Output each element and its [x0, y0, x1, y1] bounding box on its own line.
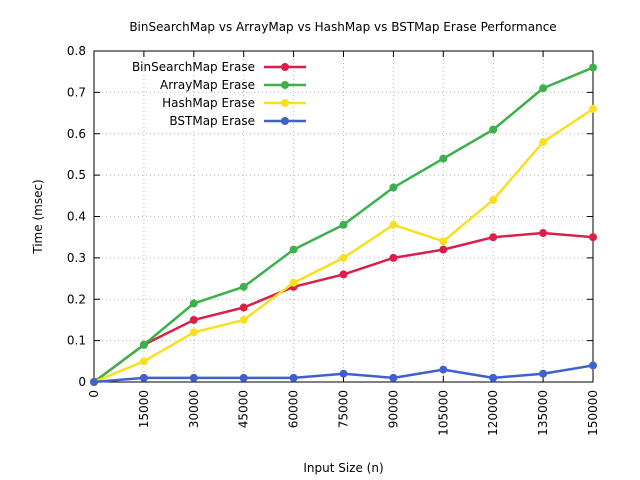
data-point [139, 357, 148, 366]
data-point [189, 315, 198, 324]
y-tick-label: 0.1 [67, 334, 86, 348]
y-tick-label: 0.3 [67, 251, 86, 265]
data-point [139, 340, 148, 349]
data-point [539, 369, 548, 378]
data-point [539, 229, 548, 238]
legend-swatch-point [281, 117, 289, 125]
data-point [439, 365, 448, 374]
data-point [189, 299, 198, 308]
x-tick-label: 135000 [536, 390, 550, 436]
x-tick-label: 45000 [237, 390, 251, 428]
y-tick-label: 0.6 [67, 127, 86, 141]
x-tick-label: 90000 [386, 390, 400, 428]
x-tick-label: 120000 [486, 390, 500, 436]
plot-frame [93, 50, 594, 383]
data-point [589, 361, 597, 370]
data-point [539, 138, 548, 147]
legend-swatch-point [281, 99, 289, 107]
legend-label: BinSearchMap Erase [132, 60, 255, 74]
data-point [489, 233, 498, 242]
x-tick-labels: 0 15000 30000 45000 60000 75000 90000 105000 120… [87, 390, 600, 436]
data-point [439, 245, 448, 254]
data-point [339, 369, 348, 378]
data-point [439, 154, 448, 163]
legend-label: ArrayMap Erase [160, 78, 255, 92]
data-point [389, 183, 398, 192]
y-tick-label: 0.5 [67, 168, 86, 182]
y-tick-label: 0.8 [67, 44, 86, 58]
data-point [139, 373, 148, 382]
data-point [339, 270, 348, 279]
y-tick-label: 0.2 [67, 292, 86, 306]
data-point [589, 104, 597, 113]
legend-entry: ArrayMap Erase [160, 78, 306, 92]
data-point [239, 303, 248, 312]
data-point [289, 373, 298, 382]
x-tick-label: 105000 [436, 390, 450, 436]
chart-title: BinSearchMap vs ArrayMap vs HashMap vs B… [129, 20, 556, 34]
data-point [389, 220, 398, 229]
x-axis-title: Input Size (n) [303, 461, 383, 475]
data-point [389, 253, 398, 262]
x-tick-label: 150000 [586, 390, 600, 436]
y-tick-label: 0.7 [67, 85, 86, 99]
data-point [239, 315, 248, 324]
data-point [289, 278, 298, 287]
x-tick-label: 75000 [337, 390, 351, 428]
data-point [339, 253, 348, 262]
series-3 [90, 361, 597, 386]
data-point [539, 84, 548, 93]
data-point [189, 328, 198, 337]
data-point [289, 245, 298, 254]
data-point [239, 282, 248, 291]
data-series [90, 63, 597, 386]
y-axis-title: Time (msec) [31, 179, 45, 254]
y-tick-label: 0.4 [67, 210, 86, 224]
legend-swatch-point [281, 81, 289, 89]
y-tick-label: 0 [78, 375, 86, 389]
legend-label: BSTMap Erase [169, 114, 255, 128]
legend-label: HashMap Erase [162, 96, 255, 110]
data-point [489, 373, 498, 382]
x-tick-label: 0 [87, 390, 101, 398]
data-point [489, 195, 498, 204]
data-point [339, 220, 348, 229]
legend-entry: HashMap Erase [162, 96, 306, 110]
legend-swatch-point [281, 63, 289, 71]
series-2 [90, 104, 597, 386]
legend: BinSearchMap Erase ArrayMap Erase HashMap … [132, 60, 306, 128]
series-1 [90, 63, 597, 386]
data-point [189, 373, 198, 382]
data-point [90, 378, 98, 386]
x-tick-label: 15000 [137, 390, 151, 428]
data-point [239, 373, 248, 382]
legend-entry: BSTMap Erase [169, 114, 306, 128]
legend-entry: BinSearchMap Erase [132, 60, 306, 74]
data-point [589, 63, 597, 72]
x-tick-label: 30000 [187, 390, 201, 428]
y-tick-labels: 0 0.1 0.2 0.3 0.4 0.5 0.6 0.7 0.8 [67, 44, 86, 389]
x-tick-label: 60000 [287, 390, 301, 428]
data-point [489, 125, 498, 134]
data-point [389, 373, 398, 382]
data-point [439, 237, 448, 246]
data-point [589, 233, 597, 242]
